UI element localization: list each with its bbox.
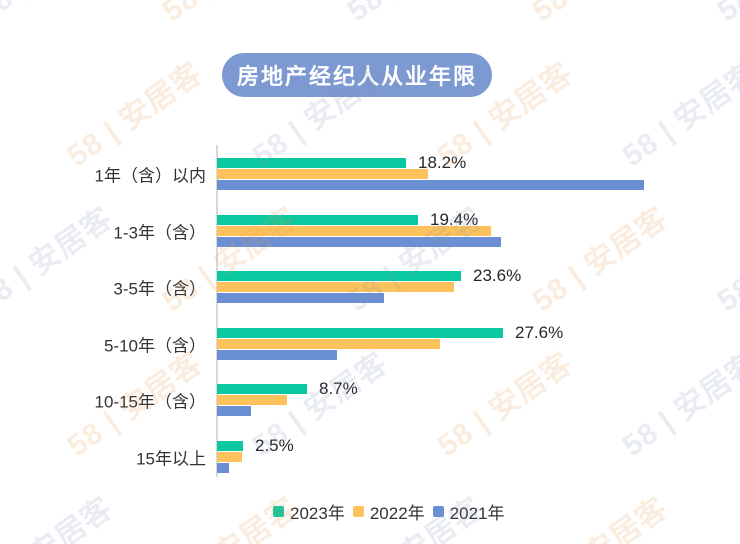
legend-swatch-2022 — [352, 505, 364, 517]
watermark-text: 58 | 安居客 — [0, 484, 120, 544]
watermark-text: 58 | 安居客 — [152, 0, 305, 30]
bar-2023年 — [217, 441, 243, 451]
bar-2021年 — [217, 293, 384, 303]
category-label: 3-5年（含） — [113, 279, 206, 299]
watermark-text: 58 | 安居客 — [616, 56, 740, 174]
chart-title: 房地产经纪人从业年限 — [236, 64, 477, 89]
bar-2023年 — [217, 158, 406, 168]
value-label: 19.4% — [430, 210, 479, 229]
category-label: 5-10年（含） — [103, 336, 206, 356]
category-label: 1年（含）以内 — [94, 166, 206, 186]
watermark-text: 58 | 安居客 — [431, 346, 579, 464]
legend-label-2022: 2022年 — [369, 503, 425, 523]
bar-2021年 — [217, 237, 501, 247]
legend-swatch-2023 — [273, 505, 284, 517]
bar-2023年 — [217, 384, 307, 394]
category-label: 10-15年（含） — [94, 392, 206, 412]
watermark-text: 58 | 安居客 — [616, 346, 740, 464]
watermark-text: 58 | 安居客 — [0, 201, 119, 319]
bar-2021年 — [217, 406, 251, 416]
watermark-text: 58 | 安居客 — [707, 0, 740, 30]
value-label: 27.6% — [515, 323, 564, 342]
value-label: 18.2% — [418, 153, 467, 172]
category-label: 15年以上 — [136, 449, 206, 469]
bar-2023年 — [217, 328, 503, 338]
bar-2023年 — [217, 271, 461, 281]
bar-2022年 — [217, 395, 287, 405]
bar-2021年 — [217, 180, 644, 190]
watermark-text: 58 | 安居客 — [337, 0, 490, 30]
bar-2022年 — [217, 282, 454, 292]
watermark-text: 58 | 安居客 — [0, 0, 120, 30]
watermark-text: 58 | 安居客 — [711, 201, 740, 319]
legend-item-2022: 2022年 — [352, 499, 425, 524]
watermark-text: 58 | 安居客 — [61, 56, 209, 174]
legend: 2023年 2022年 2021年 — [273, 499, 504, 523]
value-label: 2.5% — [255, 436, 294, 455]
bar-2022年 — [217, 452, 242, 462]
watermark-text: 58 | 安居客 — [526, 201, 674, 319]
value-label: 8.7% — [319, 379, 358, 398]
y-axis-line — [216, 145, 218, 477]
chart-title-pill: 房地产经纪人从业年限 — [222, 53, 492, 97]
bar-2021年 — [217, 350, 337, 360]
legend-item-2023: 2023年 — [273, 499, 345, 524]
watermark-text: 58 | 安居客 — [707, 484, 740, 544]
bar-2022年 — [217, 169, 428, 179]
bar-2022年 — [217, 226, 491, 236]
legend-label-2021: 2021年 — [449, 503, 505, 523]
category-label: 1-3年（含） — [113, 223, 206, 243]
watermark-text: 58 | 安居客 — [522, 484, 675, 544]
bar-2021年 — [217, 463, 229, 473]
bar-2023年 — [217, 215, 418, 225]
legend-swatch-2021 — [432, 505, 444, 517]
bar-2022年 — [217, 339, 440, 349]
watermark-text: 58 | 安居客 — [522, 0, 675, 30]
legend-item-2021: 2021年 — [432, 499, 505, 524]
value-label: 23.6% — [473, 266, 522, 285]
legend-label-2023: 2023年 — [290, 503, 345, 523]
